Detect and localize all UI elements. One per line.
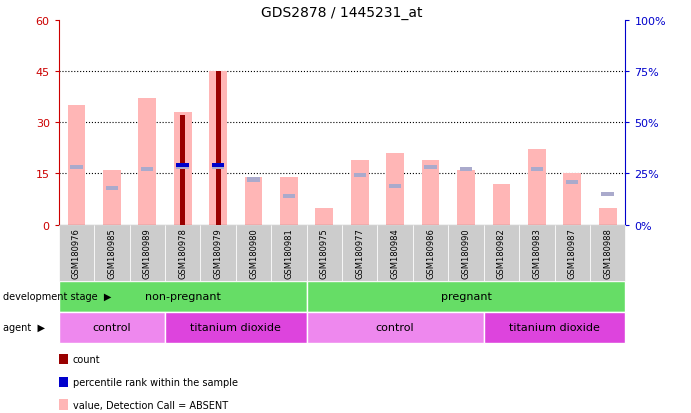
Text: pregnant: pregnant	[441, 291, 491, 301]
Bar	[212, 164, 225, 168]
Text: GSM180980: GSM180980	[249, 228, 258, 278]
Bar	[70, 166, 83, 170]
Bar	[59, 281, 307, 312]
Text: GSM180977: GSM180977	[355, 228, 364, 278]
Bar	[601, 192, 614, 197]
Text: non-pregnant: non-pregnant	[144, 291, 220, 301]
Text: GSM180989: GSM180989	[143, 228, 152, 278]
Bar	[316, 208, 333, 225]
Text: control: control	[93, 322, 131, 332]
Text: GSM180990: GSM180990	[462, 228, 471, 278]
Bar	[484, 312, 625, 343]
Bar	[354, 174, 366, 178]
Text: GSM180986: GSM180986	[426, 228, 435, 278]
Text: GSM180981: GSM180981	[285, 228, 294, 278]
Bar	[141, 168, 153, 172]
Text: percentile rank within the sample: percentile rank within the sample	[73, 377, 238, 387]
Bar	[307, 281, 625, 312]
Text: GSM180975: GSM180975	[320, 228, 329, 278]
Text: GSM180988: GSM180988	[603, 228, 612, 278]
Bar	[563, 174, 581, 225]
Text: titanium dioxide: titanium dioxide	[190, 322, 281, 332]
Text: titanium dioxide: titanium dioxide	[509, 322, 600, 332]
Text: GSM180984: GSM180984	[390, 228, 399, 278]
Bar	[386, 154, 404, 225]
Bar	[209, 72, 227, 225]
Text: GSM180987: GSM180987	[568, 228, 577, 278]
Text: GSM180982: GSM180982	[497, 228, 506, 278]
Bar	[245, 178, 263, 225]
Bar	[247, 178, 260, 182]
Bar	[174, 113, 191, 225]
Bar	[283, 195, 295, 199]
Bar	[280, 178, 298, 225]
Text: GSM180976: GSM180976	[72, 228, 81, 278]
Text: GSM180983: GSM180983	[532, 228, 541, 278]
Text: GSM180985: GSM180985	[107, 228, 116, 278]
Bar	[68, 106, 85, 225]
Bar	[389, 184, 401, 188]
Bar	[176, 166, 189, 170]
Bar	[422, 160, 439, 225]
Bar	[531, 168, 543, 172]
Text: value, Detection Call = ABSENT: value, Detection Call = ABSENT	[73, 400, 227, 410]
Bar	[176, 164, 189, 168]
Bar	[103, 171, 121, 225]
Text: control: control	[376, 322, 415, 332]
Bar	[307, 312, 484, 343]
Bar	[165, 312, 307, 343]
Text: GSM180978: GSM180978	[178, 228, 187, 278]
Text: development stage  ▶: development stage ▶	[3, 291, 112, 301]
Bar	[566, 180, 578, 184]
Text: agent  ▶: agent ▶	[3, 322, 46, 332]
Text: GSM180979: GSM180979	[214, 228, 223, 278]
Bar	[106, 186, 118, 190]
Bar	[59, 312, 165, 343]
Bar	[424, 166, 437, 170]
Bar	[457, 171, 475, 225]
Title: GDS2878 / 1445231_at: GDS2878 / 1445231_at	[261, 6, 423, 20]
Bar	[212, 166, 225, 170]
Bar	[351, 160, 368, 225]
Bar	[216, 72, 220, 225]
Bar	[599, 208, 616, 225]
Bar	[138, 99, 156, 225]
Bar	[180, 116, 185, 225]
Bar	[528, 150, 546, 225]
Bar	[460, 168, 472, 172]
Bar	[493, 184, 510, 225]
Text: count: count	[73, 354, 100, 364]
